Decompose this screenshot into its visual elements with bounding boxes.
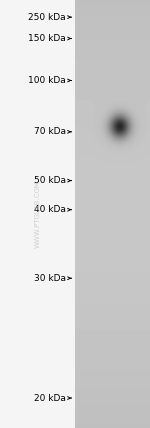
Text: 30 kDa: 30 kDa: [34, 273, 66, 283]
Text: 150 kDa: 150 kDa: [28, 34, 66, 43]
Text: WWW.PTGLAB.COM: WWW.PTGLAB.COM: [34, 180, 40, 248]
Bar: [0, 0, 75, 428]
Text: 20 kDa: 20 kDa: [34, 393, 66, 403]
Text: 70 kDa: 70 kDa: [34, 127, 66, 137]
Text: 50 kDa: 50 kDa: [34, 176, 66, 185]
Text: 100 kDa: 100 kDa: [28, 76, 66, 85]
Text: 40 kDa: 40 kDa: [34, 205, 66, 214]
Text: 250 kDa: 250 kDa: [28, 12, 66, 22]
